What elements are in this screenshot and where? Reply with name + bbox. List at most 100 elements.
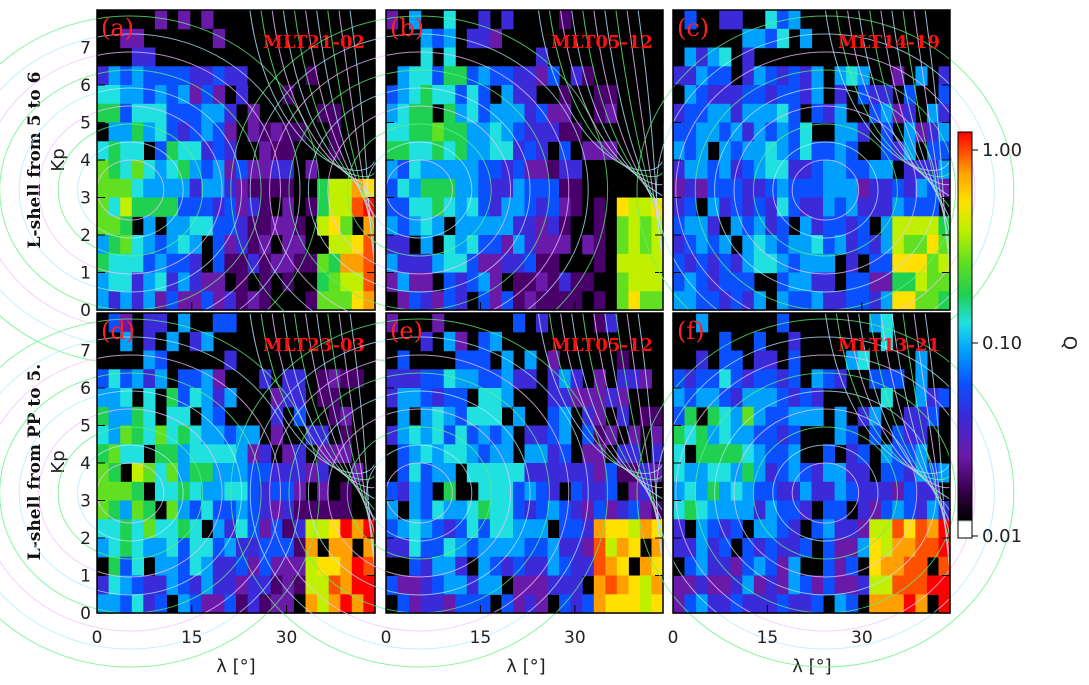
heatmap-cell <box>800 463 813 483</box>
heatmap-cell <box>788 350 801 370</box>
heatmap-cell <box>420 235 433 255</box>
heatmap-cell <box>120 594 133 614</box>
heatmap-cell <box>559 197 572 217</box>
heatmap-cell <box>443 47 456 67</box>
heatmap-cell <box>224 594 237 614</box>
heatmap-cell <box>593 575 606 595</box>
heatmap-cell <box>834 216 847 236</box>
heatmap-cell <box>201 272 214 292</box>
heatmap-cell <box>513 519 526 539</box>
heatmap-cell <box>489 272 502 292</box>
heatmap-cell <box>455 253 468 274</box>
heatmap-cell <box>178 160 191 180</box>
heatmap-cell <box>178 216 191 236</box>
contour-line <box>582 9 664 209</box>
heatmap-cell <box>178 253 191 274</box>
heatmap-cell <box>651 575 664 595</box>
heatmap-cell <box>409 122 422 142</box>
heatmap-cell <box>788 122 801 142</box>
heatmap-cell <box>259 141 272 161</box>
heatmap-cell <box>616 406 629 427</box>
heatmap-cell <box>397 122 410 142</box>
heatmap-cell <box>651 406 664 427</box>
heatmap-cell <box>259 47 272 67</box>
heatmap-cell <box>259 160 272 180</box>
heatmap-cell <box>131 369 144 389</box>
heatmap-cell <box>696 313 709 333</box>
heatmap-cell <box>466 350 479 370</box>
heatmap-cell <box>903 235 916 255</box>
heatmap-cell <box>673 178 686 199</box>
heatmap-cell <box>570 369 583 389</box>
heatmap-cell <box>869 481 882 502</box>
contour-line <box>77 141 184 239</box>
heatmap-cell <box>97 272 110 292</box>
heatmap-cell <box>776 197 789 217</box>
heatmap-cell <box>143 500 156 520</box>
heatmap-cell <box>420 463 433 483</box>
heatmap-cell <box>869 178 882 199</box>
heatmap-cell <box>432 85 445 105</box>
heatmap-cell <box>236 216 249 236</box>
heatmap-cell <box>212 272 225 292</box>
heatmap-cell <box>605 575 618 595</box>
heatmap-cell <box>201 444 214 464</box>
heatmap-cell <box>397 253 410 274</box>
heatmap-cell <box>547 103 560 124</box>
heatmap-cell <box>305 47 318 67</box>
heatmap-cell <box>328 481 341 502</box>
heatmap-cell <box>788 369 801 389</box>
heatmap-cell <box>201 66 214 86</box>
heatmap-cell <box>903 197 916 217</box>
heatmap-cell <box>166 425 179 445</box>
heatmap-cell <box>593 160 606 180</box>
heatmap-cell <box>684 66 697 86</box>
heatmap-cell <box>97 85 110 105</box>
heatmap-cell <box>684 481 697 502</box>
heatmap-cell <box>501 500 514 520</box>
heatmap-cell <box>317 575 330 595</box>
heatmap-cell <box>776 160 789 180</box>
heatmap-cell <box>823 253 836 274</box>
heatmap-cell <box>247 216 260 236</box>
heatmap-cell <box>397 519 410 539</box>
heatmap-cell <box>420 444 433 464</box>
heatmap-cell <box>570 272 583 292</box>
heatmap-cell <box>120 66 133 86</box>
heatmap-cell <box>224 538 237 558</box>
heatmap-cell <box>305 556 318 577</box>
heatmap-cell <box>524 197 537 217</box>
heatmap-cell <box>397 216 410 236</box>
heatmap-cell <box>201 85 214 105</box>
heatmap-cell <box>903 178 916 199</box>
heatmap-cell <box>189 122 202 142</box>
heatmap-cell <box>432 538 445 558</box>
heatmap-cell <box>765 103 778 124</box>
heatmap-cell <box>478 10 491 30</box>
colorbar: 1.00 0.10 0.01 Q <box>957 131 1080 547</box>
heatmap-cell <box>926 122 939 142</box>
heatmap-cell <box>719 481 732 502</box>
heatmap-cell <box>938 85 951 105</box>
heatmap-cell <box>742 47 755 67</box>
heatmap-cell <box>938 253 951 274</box>
heatmap-cell <box>892 481 905 502</box>
heatmap-cell <box>224 463 237 483</box>
heatmap-cell <box>154 178 168 199</box>
heatmap-cell <box>880 500 893 520</box>
heatmap-cell <box>536 103 549 124</box>
heatmap-cell <box>154 103 168 124</box>
heatmap-cell <box>559 291 572 311</box>
heatmap-cell <box>696 463 709 483</box>
heatmap-cell <box>915 178 928 199</box>
heatmap-cell <box>719 575 732 595</box>
heatmap-cell <box>926 253 939 274</box>
heatmap-cell <box>776 575 789 595</box>
heatmap-cell <box>455 291 468 311</box>
heatmap-cell <box>259 235 272 255</box>
heatmap-cell <box>788 406 801 427</box>
heatmap-cell <box>189 160 202 180</box>
heatmap-cell <box>684 160 697 180</box>
heatmap-cell <box>547 350 560 370</box>
heatmap-cell <box>719 556 732 577</box>
